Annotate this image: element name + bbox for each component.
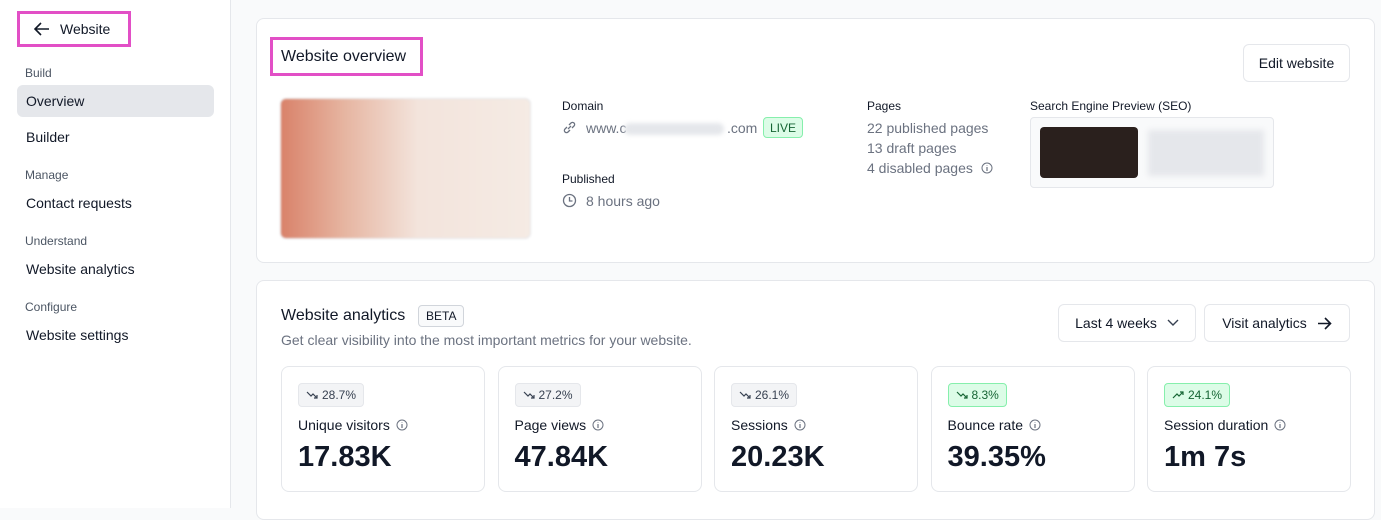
change-text: 28.7%: [322, 388, 357, 402]
edit-button[interactable]: Edit website: [1243, 44, 1350, 82]
page-count: 13 draft pages: [867, 140, 957, 156]
visit-button[interactable]: Visit analytics: [1204, 304, 1350, 342]
overview-title: Website overview: [270, 37, 423, 76]
info-icon: [396, 419, 408, 431]
domain-blur: [624, 123, 724, 135]
page-count-text: 22 published pages: [867, 120, 989, 136]
seo-label: Search Engine Preview (SEO): [1030, 99, 1192, 113]
info-icon: [1274, 419, 1286, 431]
domain-label: Domain: [562, 99, 604, 113]
analytics-title: Website analytics: [281, 307, 406, 324]
analytics-subtitle: Get clear visibility into the most impor…: [281, 332, 692, 348]
trend-icon: [739, 391, 751, 399]
page-count-text: 13 draft pages: [867, 140, 957, 156]
change-badge: 27.2%: [514, 383, 581, 407]
metric-card: 27.2% Page views 47.84K: [497, 366, 702, 492]
metric-card: 28.7% Unique visitors 17.83K: [281, 366, 485, 492]
info-icon: [592, 419, 604, 431]
page-count-text: 4 disabled pages: [867, 160, 973, 176]
link-icon: [563, 121, 576, 134]
metric-value: 17.83K: [298, 441, 392, 473]
metric-label: Page views: [515, 417, 605, 433]
trend-icon: [523, 391, 535, 399]
chevron: [1167, 319, 1179, 326]
nav-item[interactable]: Website analytics: [26, 261, 135, 277]
range-select[interactable]: Last 4 weeks: [1058, 304, 1196, 342]
nav-section: Manage: [25, 168, 69, 182]
metric-label: Bounce rate: [948, 417, 1042, 433]
range-label: Last 4 weeks: [1075, 315, 1157, 331]
metric-value: 39.35%: [947, 441, 1046, 473]
info-icon: [1029, 419, 1041, 431]
page-count: 4 disabled pages: [867, 160, 993, 176]
domain-end: .com: [727, 120, 758, 136]
nav-item[interactable]: Website settings: [26, 327, 129, 343]
metric-value: 47.84K: [514, 441, 609, 473]
metric-label-text: Unique visitors: [298, 417, 390, 433]
back-icon: [34, 22, 49, 36]
info-icon: [794, 419, 806, 431]
change-text: 24.1%: [1188, 388, 1223, 402]
seo-image: [1040, 127, 1138, 178]
metric-label: Session duration: [1164, 417, 1286, 433]
published-time: 8 hours ago: [586, 193, 660, 209]
metric-value: 1m 7s: [1164, 441, 1247, 473]
metric-label-text: Session duration: [1164, 417, 1269, 433]
back-label: Website: [60, 21, 111, 37]
clock-icon: [562, 193, 577, 208]
metric-card: 8.3% Bounce rate 39.35%: [930, 366, 1135, 492]
change-badge: 26.1%: [731, 383, 798, 407]
change-badge: 8.3%: [947, 383, 1007, 407]
page-count: 22 published pages: [867, 120, 988, 136]
trend-icon: [1172, 391, 1184, 399]
change-badge: 24.1%: [1164, 383, 1231, 407]
nav-item[interactable]: Overview: [17, 85, 214, 117]
metric-card: 24.1% Session duration 1m 7s: [1147, 366, 1351, 492]
pages-label: Pages: [867, 99, 902, 113]
metric-label: Unique visitors: [298, 417, 408, 433]
published-label: Published: [562, 172, 615, 186]
nav-section: Build: [25, 66, 52, 80]
metric-value: 20.23K: [731, 441, 825, 473]
trend-icon: [956, 391, 968, 399]
metric-label: Sessions: [731, 417, 806, 433]
nav-item[interactable]: Contact requests: [26, 195, 132, 211]
change-text: 27.2%: [538, 388, 573, 402]
back-button[interactable]: Website: [17, 11, 131, 47]
arrow-icon: [1317, 316, 1332, 330]
live-badge: LIVE: [763, 117, 804, 138]
seo-text-blur: [1148, 130, 1264, 176]
metric-label-text: Sessions: [731, 417, 788, 433]
beta-badge: BETA: [418, 305, 465, 327]
sidebar: [0, 0, 231, 508]
metric-label-text: Bounce rate: [947, 417, 1024, 433]
change-text: 26.1%: [755, 388, 790, 402]
trend-icon: [306, 391, 318, 399]
info-icon: [981, 162, 993, 174]
nav-section: Configure: [25, 300, 78, 314]
nav-section: Understand: [25, 234, 88, 248]
domain-start: www.c: [586, 120, 627, 136]
nav-item[interactable]: Builder: [26, 129, 70, 145]
visit-label: Visit analytics: [1222, 315, 1307, 331]
metric-card: 26.1% Sessions 20.23K: [714, 366, 918, 492]
site-thumbnail: [280, 98, 531, 239]
change-badge: 28.7%: [298, 383, 365, 407]
metric-label-text: Page views: [514, 417, 587, 433]
seo-preview: [1030, 117, 1274, 188]
change-text: 8.3%: [971, 388, 999, 402]
